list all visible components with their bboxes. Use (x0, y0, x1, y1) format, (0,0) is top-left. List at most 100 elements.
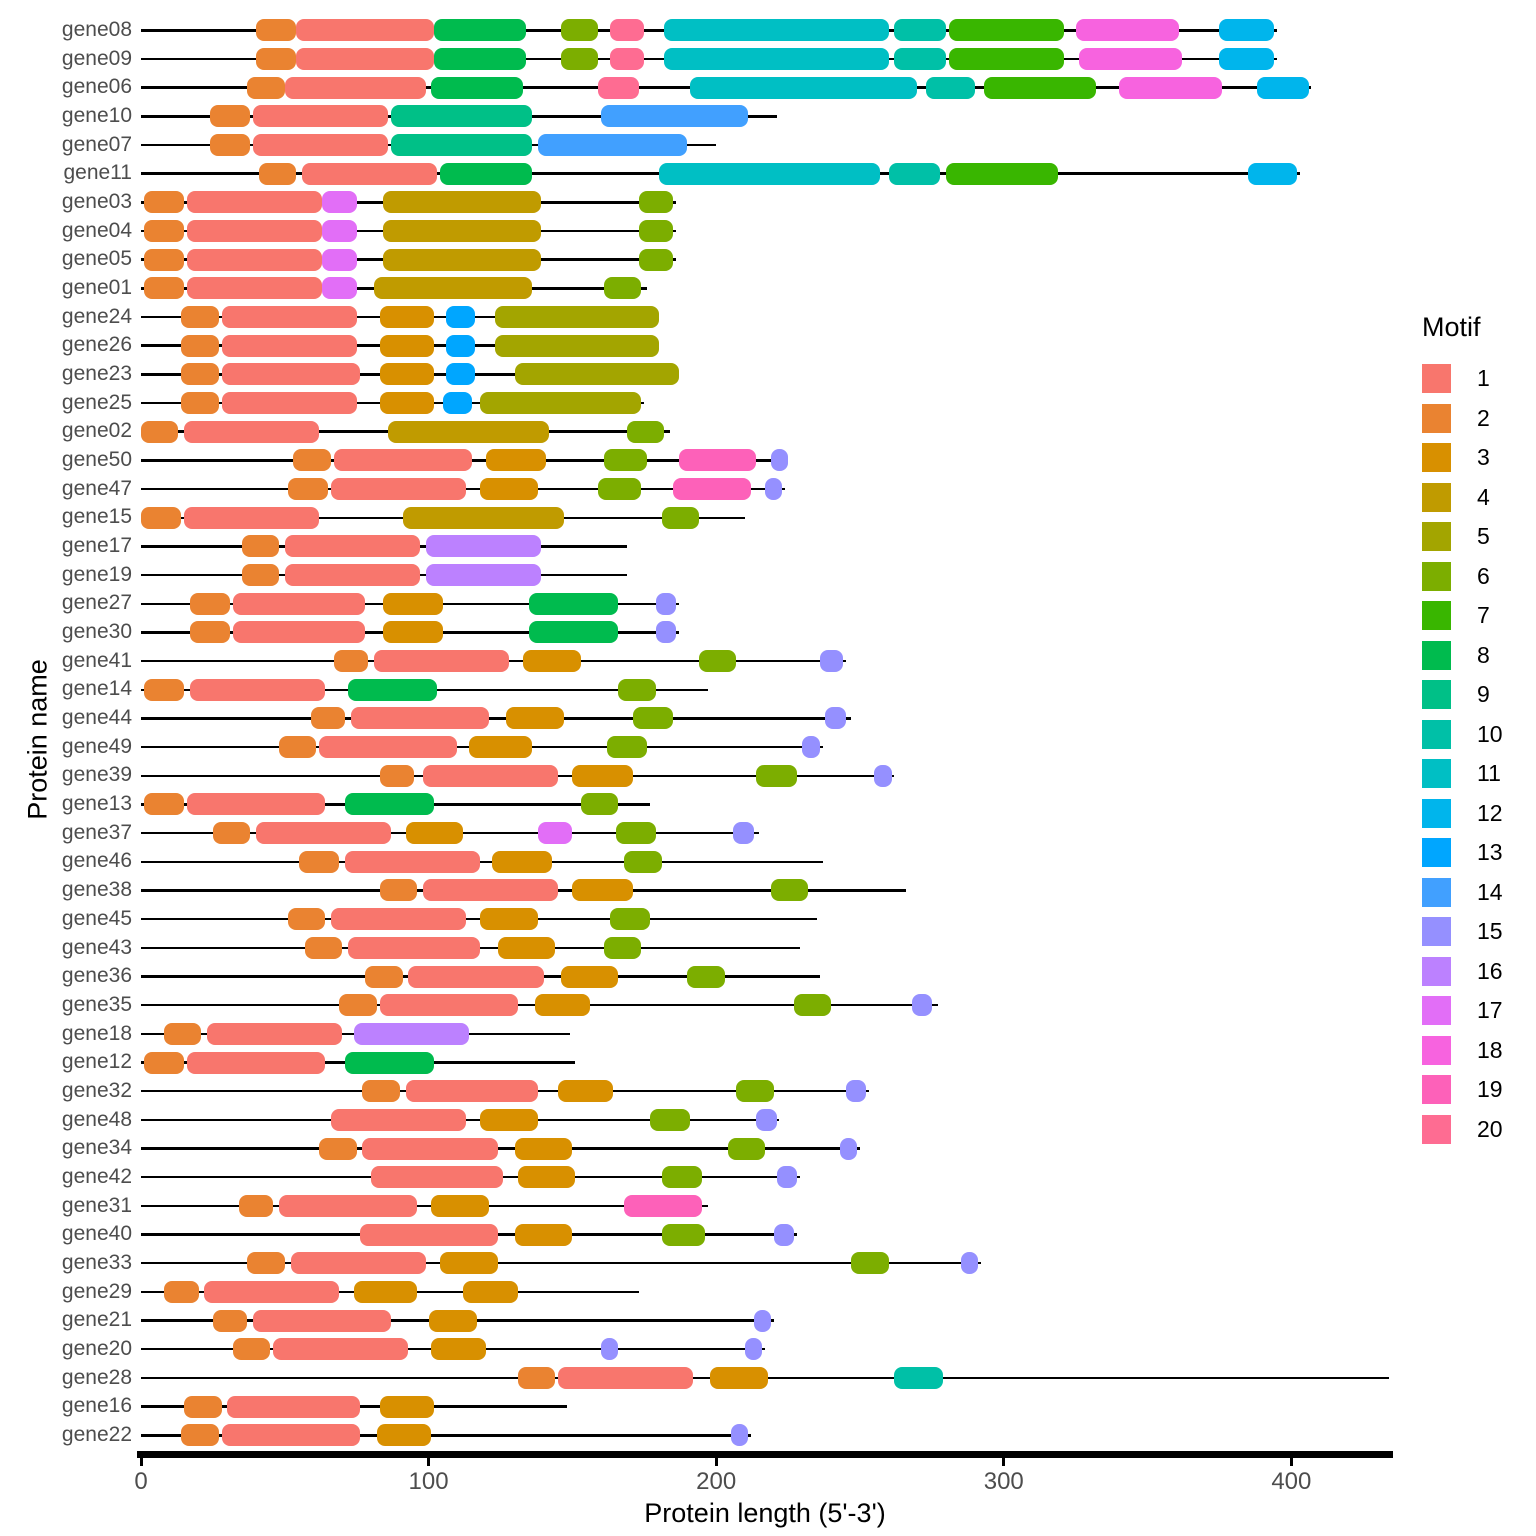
motif-block-2 (143, 220, 185, 243)
protein-backbone-line (141, 917, 817, 921)
motif-block-10 (894, 1366, 944, 1389)
motif-block-2 (184, 1395, 222, 1418)
gene-label: gene10 (61, 104, 132, 128)
legend-items: 1 2 3 4 5 6 7 8 9 10 11 12 13 14 15 16 17 18 19 20 (1422, 359, 1503, 1149)
legend-label: 4 (1477, 483, 1490, 510)
motif-block-4 (382, 248, 541, 271)
motif-block-2 (279, 736, 317, 759)
motif-block-1 (345, 850, 481, 873)
motif-block-18 (1078, 48, 1183, 70)
legend-item-10: 10 (1422, 715, 1503, 755)
motif-block-3 (382, 621, 443, 644)
gene-label: gene09 (61, 46, 132, 70)
legend-item-13: 13 (1422, 833, 1503, 873)
gene-row-gene05: gene05 (0, 245, 1392, 274)
gene-label: gene04 (61, 218, 132, 242)
x-tick-mark (1289, 1458, 1293, 1466)
motif-block-7 (946, 162, 1059, 185)
motif-block-1 (362, 1137, 498, 1160)
motif-block-6 (604, 277, 642, 300)
legend-label: 16 (1477, 957, 1503, 984)
motif-block-20 (609, 48, 645, 70)
legend-label: 14 (1477, 878, 1503, 905)
gene-row-gene28: gene28 (0, 1364, 1392, 1393)
protein-track (141, 1421, 1392, 1450)
legend-item-4: 4 (1422, 478, 1503, 518)
motif-block-3 (376, 1424, 432, 1447)
gene-row-gene14: gene14 (0, 675, 1392, 704)
motif-block-1 (221, 306, 357, 329)
gene-row-gene16: gene16 (0, 1392, 1392, 1421)
gene-label: gene45 (61, 906, 132, 930)
motif-block-6 (609, 908, 650, 931)
gene-label: gene20 (61, 1336, 132, 1360)
motif-block-3 (523, 650, 581, 673)
gene-label: gene11 (63, 161, 132, 185)
gene-label: gene17 (61, 534, 132, 558)
x-tick-mark (139, 1458, 143, 1466)
protein-track (141, 1077, 1392, 1106)
motif-block-1 (350, 707, 489, 730)
gene-label: gene05 (61, 247, 132, 271)
motif-block-15 (845, 1080, 866, 1103)
motif-block-3 (480, 478, 538, 501)
motif-block-5 (480, 392, 642, 415)
motif-block-2 (141, 506, 182, 529)
motif-block-6 (687, 965, 725, 988)
motif-block-14 (601, 105, 748, 128)
motif-block-3 (514, 1137, 573, 1160)
motif-block-1 (302, 162, 438, 185)
legend-label: 12 (1477, 799, 1503, 826)
motif-block-14 (537, 134, 688, 157)
gene-label: gene37 (61, 820, 132, 844)
motif-block-3 (558, 1080, 613, 1103)
protein-track (141, 16, 1392, 45)
gene-label: gene01 (61, 276, 132, 300)
protein-track (141, 561, 1392, 590)
legend-item-19: 19 (1422, 1070, 1503, 1110)
motif-block-13 (445, 306, 475, 329)
gene-label: gene08 (61, 18, 132, 41)
gene-row-gene29: gene29 (0, 1278, 1392, 1307)
motif-block-1 (371, 1166, 504, 1189)
motif-block-4 (402, 506, 564, 529)
motif-block-8 (434, 19, 527, 42)
protein-track (141, 618, 1392, 647)
protein-track (141, 73, 1392, 102)
protein-track (141, 1134, 1392, 1163)
x-axis-line (137, 1451, 1393, 1458)
motif-block-3 (572, 764, 633, 787)
legend-label: 6 (1477, 562, 1490, 589)
gene-label: gene07 (61, 132, 132, 156)
motif-block-2 (379, 879, 418, 902)
gene-label: gene47 (61, 476, 132, 500)
legend-swatch-6 (1422, 561, 1451, 591)
legend-swatch-10 (1422, 719, 1451, 749)
protein-track (141, 1163, 1392, 1192)
motif-block-1 (296, 48, 435, 70)
gene-row-gene49: gene49 (0, 733, 1392, 762)
motif-block-2 (299, 850, 340, 873)
legend-title: Motif (1422, 312, 1481, 342)
motif-block-19 (673, 478, 751, 501)
gene-row-gene27: gene27 (0, 589, 1392, 618)
motif-block-1 (279, 1194, 418, 1217)
motif-block-2 (287, 478, 328, 501)
protein-track (141, 647, 1392, 676)
motif-block-17 (322, 248, 357, 271)
protein-backbone-line (141, 717, 852, 720)
motif-block-15 (819, 650, 843, 673)
motif-block-16 (425, 564, 541, 587)
legend-item-17: 17 (1422, 991, 1503, 1031)
protein-track (141, 532, 1392, 561)
motif-block-3 (534, 994, 590, 1017)
motif-block-2 (143, 191, 185, 214)
gene-label: gene33 (61, 1250, 132, 1274)
legend-item-16: 16 (1422, 952, 1503, 992)
gene-row-gene17: gene17 (0, 532, 1392, 561)
motif-block-1 (422, 764, 558, 787)
gene-label: gene15 (61, 505, 132, 529)
protein-track (141, 819, 1392, 848)
gene-row-gene15: gene15 (0, 503, 1392, 532)
gene-label: gene39 (61, 763, 132, 787)
